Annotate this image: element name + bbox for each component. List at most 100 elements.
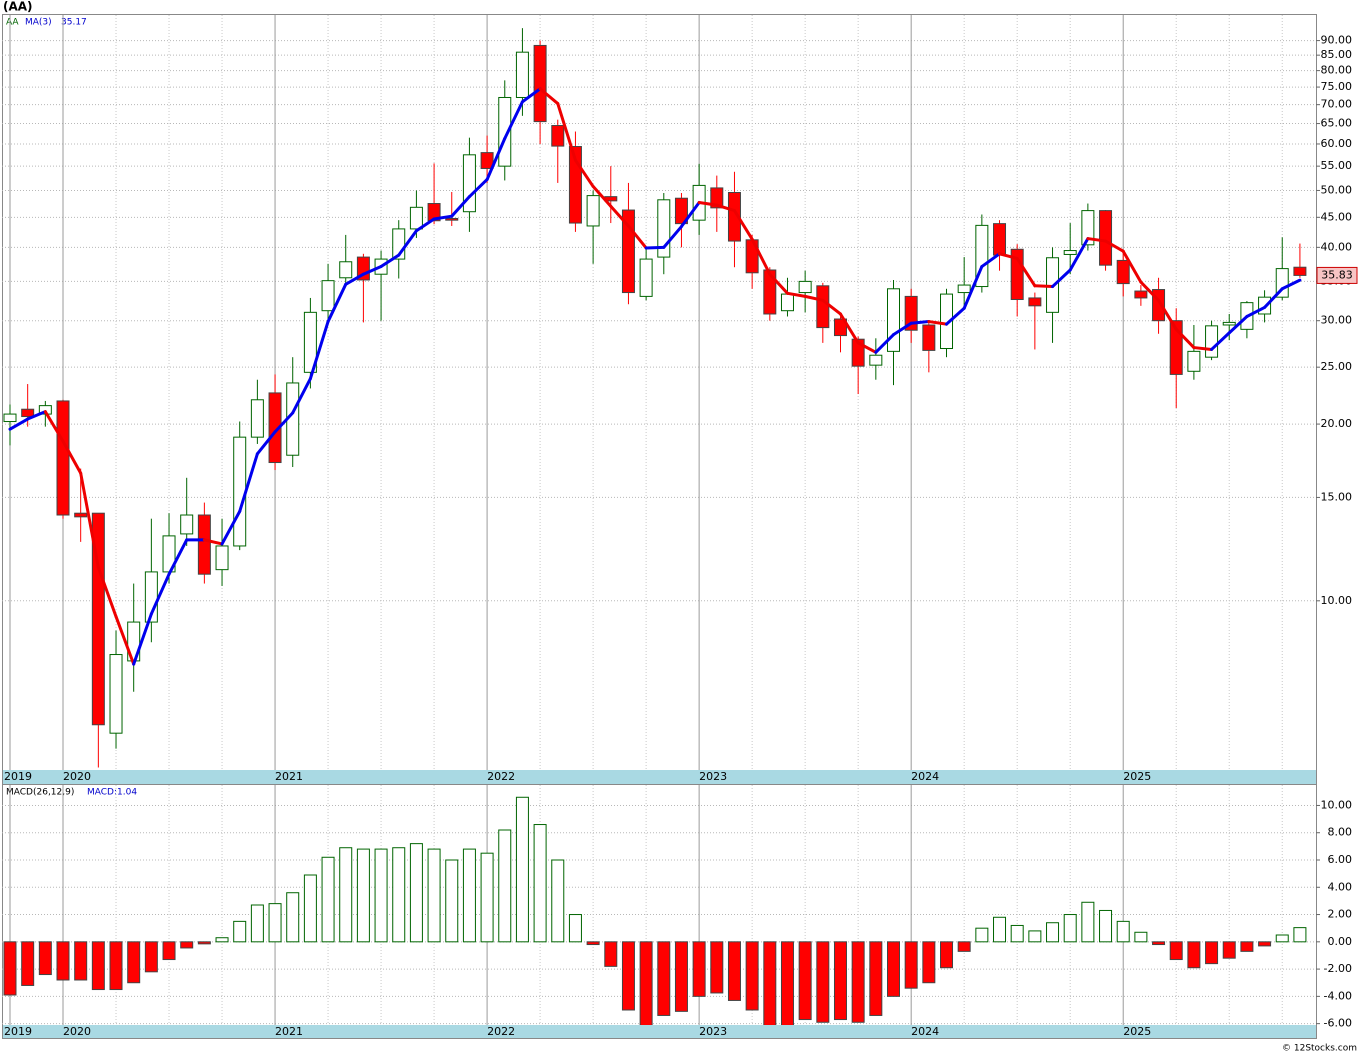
candle-body [3, 413, 17, 423]
candle-body [639, 258, 653, 297]
ma-segment [856, 341, 878, 354]
candle-body [1063, 250, 1077, 255]
ma-segment [255, 430, 277, 456]
y-tick-label: 85.00 [1321, 48, 1353, 61]
candle-body [74, 512, 88, 518]
macd-bar [233, 920, 247, 943]
ma-segment [1245, 305, 1267, 318]
macd-bar [745, 941, 759, 1011]
macd-bar [1240, 941, 1254, 952]
macd-bar [162, 941, 176, 961]
ma-segment [61, 439, 83, 475]
ma-segment [1121, 249, 1143, 284]
ma-segment [96, 565, 118, 619]
macd-bar [392, 847, 406, 943]
ma-segment [538, 87, 560, 106]
macd-bar [1222, 941, 1236, 959]
macd-bar [674, 941, 688, 1012]
candle-body [1099, 210, 1113, 266]
x-tick-label: 2025 [1123, 770, 1151, 783]
ma-segment [326, 282, 348, 324]
candles [3, 28, 1307, 768]
y-tick-label: -4.00 [1324, 989, 1352, 1002]
ma-segment [1051, 268, 1072, 289]
macd-bar [568, 914, 582, 943]
macd-bar [250, 904, 264, 943]
macd-bar [1046, 922, 1060, 943]
candle-body [957, 284, 971, 294]
ma-segment [945, 306, 966, 326]
y-tick-label: 0.00 [1328, 935, 1353, 948]
macd-bar [551, 859, 565, 943]
x-tick-label: 2020 [63, 1025, 91, 1038]
macd-bar [56, 941, 70, 981]
ma-segment [1139, 280, 1161, 302]
y-tick-label: 40.00 [1321, 240, 1353, 253]
candle-body [763, 269, 777, 315]
ma-segment [308, 320, 330, 381]
ma-segment [644, 245, 666, 250]
ma-segment [962, 265, 984, 310]
ma-segment [679, 200, 701, 229]
y-tick-label: 65.00 [1321, 117, 1353, 130]
candle-body [586, 195, 600, 227]
macd-bar [816, 941, 830, 1023]
candle-body [1293, 266, 1307, 276]
macd-bar [957, 941, 971, 952]
ma-segment [220, 509, 242, 546]
ma-segment [291, 377, 312, 415]
macd-bar [1152, 941, 1166, 946]
candle-body [321, 280, 335, 312]
y-tick-label: 75.00 [1321, 80, 1353, 93]
candle-body [268, 392, 282, 464]
macd-bar [356, 848, 370, 943]
ma-segment [520, 87, 542, 104]
macd-bar [462, 848, 476, 943]
candle-body [233, 436, 247, 547]
ma-segment [980, 252, 1002, 269]
ma-segment [750, 237, 772, 276]
candle-body [780, 293, 794, 312]
macd-bar [1116, 920, 1130, 943]
ma-segment [26, 410, 47, 421]
macd-bar [515, 796, 529, 943]
ma-segment [1174, 327, 1196, 350]
x-tick-label: 2024 [911, 770, 939, 783]
y-tick-label: 15.00 [1321, 490, 1353, 503]
macd-bar [851, 941, 865, 1023]
macd-bar [604, 941, 618, 967]
ma-segment [485, 137, 507, 181]
ma-segment [1015, 256, 1037, 288]
candle-body [1116, 259, 1130, 285]
y-tick-label: 70.00 [1321, 98, 1353, 111]
candle-body [303, 311, 317, 373]
macd-bar [127, 941, 141, 984]
macd-bar [1134, 931, 1148, 943]
macd-bar [445, 859, 459, 943]
x-tick-label: 2025 [1123, 1025, 1151, 1038]
ma-segment [803, 294, 825, 302]
ma-segment [167, 538, 189, 576]
ma-segment [238, 452, 259, 513]
candle-body [533, 44, 547, 123]
candle-body [409, 206, 423, 230]
y-tick-label: -2.00 [1324, 962, 1352, 975]
ma-segment [1210, 331, 1231, 351]
macd-bar [1258, 941, 1272, 947]
ma-segment [273, 411, 295, 434]
y-tick-label: 25.00 [1321, 360, 1353, 373]
candle-body [250, 399, 264, 438]
macd-bar [374, 848, 388, 943]
ma-segment [1280, 278, 1302, 291]
y-tick-label: 50.00 [1321, 183, 1353, 196]
legend-ma-value: 35.17 [61, 18, 87, 28]
x-tick-label: 2021 [275, 770, 303, 783]
ma-segment [927, 320, 949, 326]
candle-body [1028, 297, 1042, 307]
ma-segment [556, 102, 577, 162]
x-tick-label: 2023 [699, 770, 727, 783]
ma-segment [732, 209, 754, 241]
candle-body [551, 125, 565, 147]
bars [3, 796, 1307, 1025]
